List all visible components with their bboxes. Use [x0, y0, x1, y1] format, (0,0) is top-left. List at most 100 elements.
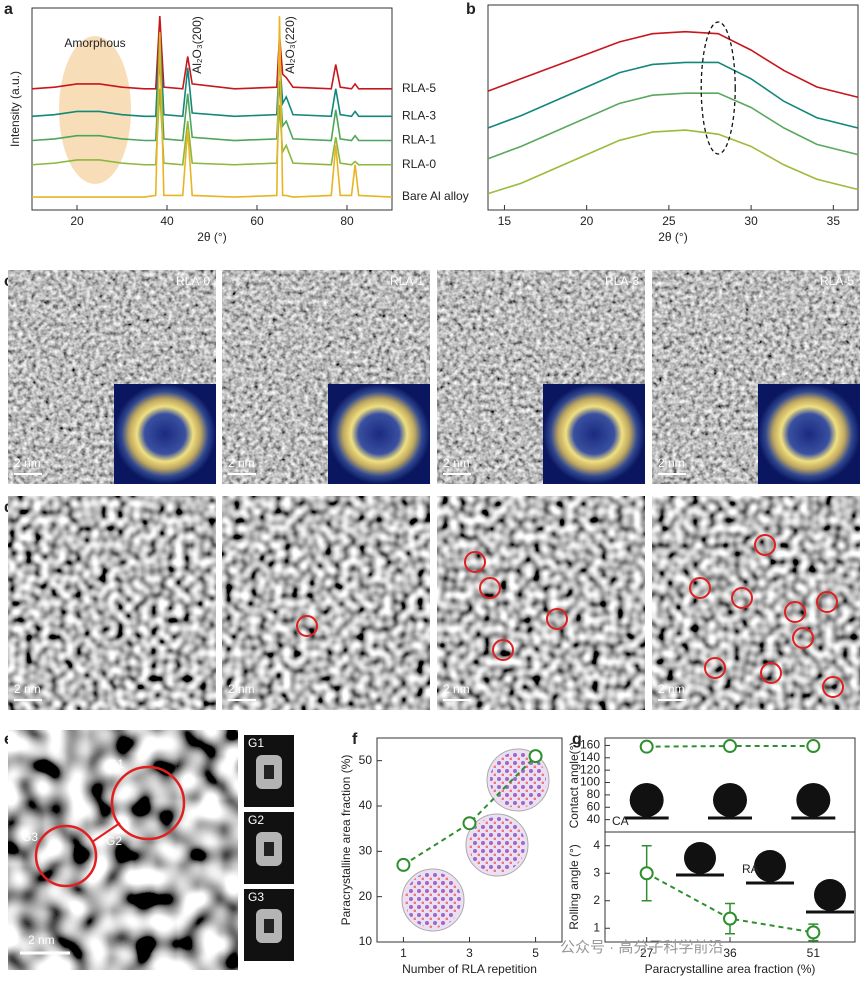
paracrystal-marker	[704, 657, 726, 679]
x-tick-label: 30	[744, 214, 758, 228]
x-tick-label: 20	[580, 214, 594, 228]
region-label: G1	[108, 757, 124, 771]
x-tick-label: 3	[466, 946, 473, 960]
paracrystal-marker	[816, 591, 838, 613]
panel-label: a	[4, 1, 13, 18]
series-label: RLA-3	[402, 108, 436, 122]
data-line	[487, 92, 859, 160]
annotation: Al₂O₃(220)	[283, 16, 297, 74]
schematic	[405, 872, 461, 928]
data-point	[462, 816, 477, 831]
paracrystal-marker	[492, 639, 514, 661]
scale-bar-label: 2 nm	[228, 456, 255, 470]
filtered-image	[8, 496, 216, 710]
x-tick-label: 5	[532, 946, 539, 960]
data-point	[639, 866, 654, 881]
x-tick-label: 36	[723, 946, 737, 960]
paracrystal-marker	[479, 577, 501, 599]
scale-bar-label: 2 nm	[443, 456, 470, 470]
pattern-hole	[264, 842, 274, 856]
x-tick-label: 80	[340, 214, 354, 228]
y-tick-label: 50	[359, 753, 373, 767]
plot-frame	[31, 7, 393, 211]
droplet	[629, 783, 664, 817]
paracrystal-marker	[689, 577, 711, 599]
paracrystal-marker	[464, 551, 486, 573]
series-label: RLA-5	[402, 81, 436, 95]
fft-inset	[114, 384, 216, 484]
droplet	[814, 879, 846, 911]
data-point	[639, 739, 654, 754]
annotation: Amorphous	[64, 36, 125, 50]
data-line	[32, 16, 393, 198]
fft-inset	[543, 384, 645, 484]
filtered-image	[437, 496, 645, 710]
x-axis-label: Number of RLA repetition	[402, 962, 537, 976]
series-label: RLA-1	[402, 133, 436, 147]
y-tick-label: 40	[587, 812, 601, 826]
y-tick-label: 30	[359, 844, 373, 858]
panel-label: g	[572, 731, 582, 748]
x-tick-label: 40	[160, 214, 174, 228]
data-line	[487, 61, 859, 129]
y-tick-label: 1	[593, 920, 600, 934]
series-label: RLA-0	[402, 157, 436, 171]
y-axis-label: Intensity (a.u.)	[8, 71, 22, 147]
fft-inset	[328, 384, 430, 484]
x-axis-label: Paracrystalline area fraction (%)	[645, 962, 816, 976]
y-axis-label: Contact angle(°)	[567, 742, 581, 829]
paracrystal-marker	[754, 534, 776, 556]
paracrystal-marker	[784, 601, 806, 623]
image-label: RLA-1	[390, 274, 424, 288]
region-marker	[34, 824, 98, 888]
chart: 15 20 25 30 35 2θ (°)	[487, 4, 859, 244]
x-tick-label: 60	[250, 214, 264, 228]
region-marker	[110, 765, 186, 841]
y-tick-label: 40	[359, 798, 373, 812]
pattern-hole	[264, 919, 274, 933]
scale-bar-label: 2 nm	[228, 682, 255, 696]
schematic	[469, 817, 525, 873]
scale-bar-label: 2 nm	[14, 682, 41, 696]
y-tick-label: 3	[593, 865, 600, 879]
scale-bar-label: 2 nm	[443, 682, 470, 696]
data-point	[806, 925, 821, 940]
thumbnail-label: G2	[248, 813, 264, 827]
paracrystal-marker	[822, 676, 844, 698]
filtered-image	[8, 730, 238, 970]
droplet	[684, 842, 716, 874]
thumbnail-label: G1	[248, 736, 264, 750]
x-axis-label: 2θ (°)	[197, 230, 226, 244]
data-point	[806, 739, 821, 754]
annotation: RA	[742, 862, 759, 876]
region-label: G3	[22, 830, 38, 844]
y-tick-label: 20	[359, 889, 373, 903]
data-point	[723, 739, 737, 754]
y-tick-label: 10	[359, 934, 373, 948]
image-label: RLA-5	[820, 274, 854, 288]
image-label: RLA-3	[605, 274, 639, 288]
highlight	[700, 21, 736, 155]
annotation: CA	[612, 814, 629, 828]
data-line	[31, 56, 392, 142]
x-tick-label: 15	[498, 214, 512, 228]
x-axis-label: 2θ (°)	[658, 230, 687, 244]
y-tick-label: 4	[593, 838, 600, 852]
x-tick-label: 20	[70, 214, 84, 228]
x-tick-label: 25	[662, 214, 676, 228]
chart: 1 3 5 10 20 30 40 50 Number of RLA repetition Par…	[339, 737, 563, 976]
x-tick-label: 27	[640, 946, 654, 960]
chart: 20 40 60 80 2θ (°) Intensity (a.u.) RLA-5 RLA-3…	[8, 7, 469, 244]
y-tick-label: 120	[580, 762, 600, 776]
image-label: RLA-0	[176, 274, 210, 288]
y-axis-label: Paracrystalline area fraction (%)	[339, 755, 353, 926]
data-line	[487, 30, 859, 99]
panel-label: f	[352, 731, 358, 748]
annotation: Al₂O₃(200)	[190, 16, 204, 74]
y-tick-label: 2	[593, 893, 600, 907]
y-tick-label: 160	[580, 738, 600, 752]
paracrystal-marker	[760, 662, 782, 684]
x-tick-label: 35	[827, 214, 841, 228]
